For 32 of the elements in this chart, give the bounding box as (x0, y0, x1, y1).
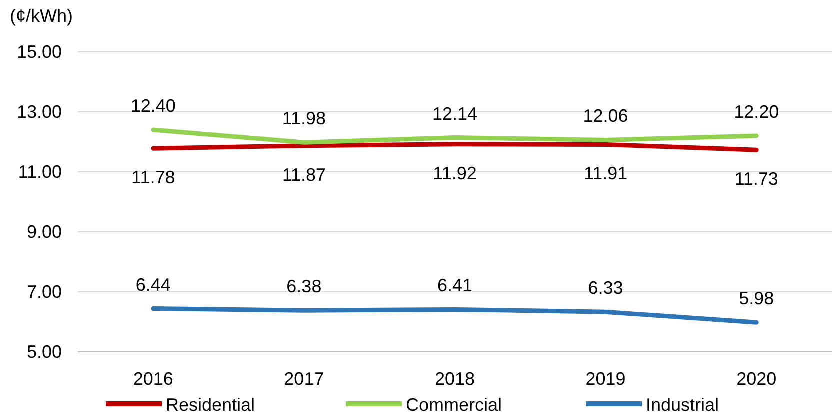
line-series (151, 306, 759, 325)
data-label: 12.40 (130, 96, 176, 116)
data-label: 12.06 (583, 106, 628, 126)
x-tick-label: 2016 (133, 369, 174, 389)
data-label: 11.92 (433, 163, 477, 184)
legend-label: Commercial (406, 395, 502, 415)
data-label: 6.41 (437, 276, 473, 296)
x-tick-label: 2019 (586, 369, 626, 389)
y-tick-label: 7.00 (26, 282, 62, 302)
data-label: 12.20 (734, 102, 780, 122)
y-tick-label: 11.00 (18, 162, 62, 182)
x-tick-label: 2018 (434, 369, 476, 389)
x-tick-label: 2020 (736, 369, 777, 389)
data-label: 11.87 (282, 164, 326, 185)
data-label: 6.38 (286, 276, 322, 297)
data-label: 11.78 (132, 168, 176, 188)
x-tick-label: 2017 (284, 369, 324, 389)
data-label: 5.98 (739, 288, 774, 309)
y-tick-label: 13.00 (16, 102, 62, 122)
y-tick-label: 9.00 (26, 222, 62, 242)
data-label: 12.14 (432, 104, 478, 124)
line-series (151, 128, 759, 145)
y-axis-title: (¢/kWh) (10, 6, 73, 26)
data-label: 11.91 (584, 164, 628, 184)
y-tick-label: 15.00 (16, 42, 62, 62)
data-label: 6.44 (136, 274, 171, 295)
data-label: 11.73 (734, 169, 778, 190)
data-label: 11.98 (282, 108, 326, 129)
legend-label: Industrial (646, 395, 720, 415)
data-label: 6.33 (588, 278, 624, 298)
legend-label: Residential (166, 395, 256, 415)
y-tick-label: 5.00 (26, 342, 62, 362)
